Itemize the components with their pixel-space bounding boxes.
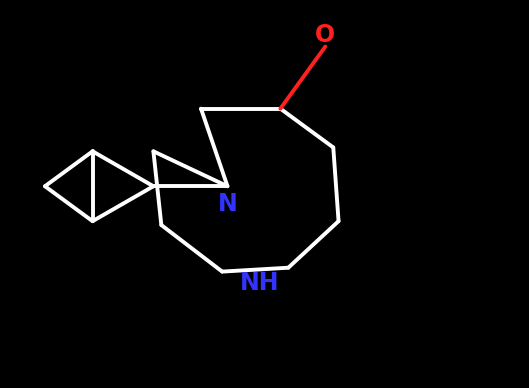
Text: NH: NH [240,271,279,295]
Text: N: N [217,192,238,216]
Text: O: O [315,23,335,47]
